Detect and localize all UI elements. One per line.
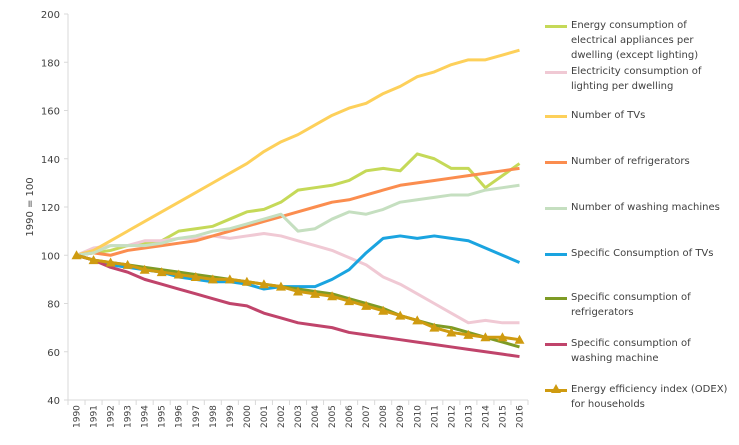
- data-point-marker: [327, 291, 338, 301]
- data-point-marker: [429, 322, 440, 332]
- data-point-marker: [310, 288, 321, 298]
- y-tick-label: 180: [41, 58, 60, 69]
- series-line: [76, 253, 520, 359]
- series-line: [76, 166, 520, 257]
- y-tick-label: 140: [41, 155, 60, 166]
- x-tick-label: 2003: [294, 405, 304, 428]
- x-tick-label: 2012: [447, 405, 457, 428]
- data-point-marker: [122, 259, 133, 269]
- y-tick-label: 60: [47, 348, 60, 359]
- legend-item: Number of TVs: [545, 108, 735, 123]
- x-tick-label: 2001: [260, 405, 270, 428]
- data-point-marker: [241, 276, 252, 286]
- x-tick-label: 1999: [226, 405, 236, 428]
- legend-label: Energy efficiency index (ODEX) for house…: [571, 384, 728, 410]
- legend-item: Specific consumption of refrigerators: [545, 290, 735, 320]
- x-tick-label: 2007: [362, 405, 372, 428]
- legend-item: Specific consumption of washing machine: [545, 336, 735, 366]
- legend-swatch: [545, 207, 567, 210]
- x-tick-label: 2010: [413, 405, 423, 428]
- x-tick-label: 1991: [90, 405, 100, 428]
- x-tick-label: 2013: [464, 405, 474, 428]
- data-point-marker: [412, 315, 423, 325]
- x-tick-label: 1997: [192, 405, 202, 428]
- data-point-marker: [514, 334, 525, 344]
- data-point-marker: [293, 286, 303, 296]
- legend-label: Number of refrigerators: [571, 156, 690, 167]
- legend-item: Electricity consumption of lighting per …: [545, 64, 735, 94]
- data-point-marker: [463, 329, 474, 339]
- data-point-marker: [224, 274, 235, 284]
- x-tick-label: 2015: [498, 405, 508, 428]
- legend-swatch: [545, 115, 567, 118]
- legend-label: Electricity consumption of lighting per …: [571, 66, 702, 92]
- x-tick-label: 2016: [515, 405, 525, 428]
- x-tick-label: 1993: [124, 405, 134, 428]
- legend-label: Specific consumption of refrigerators: [571, 292, 691, 318]
- legend-label: Specific Consumption of TVs: [571, 248, 714, 259]
- legend-swatch: [545, 343, 567, 346]
- data-point-marker: [480, 332, 491, 342]
- y-tick-label: 120: [41, 203, 60, 214]
- x-tick-label: 1990: [73, 405, 83, 428]
- x-tick-label: 1994: [141, 405, 151, 428]
- legend-swatch: [545, 71, 567, 74]
- x-tick-label: 2004: [311, 405, 321, 428]
- legend-item: Energy efficiency index (ODEX) for house…: [545, 382, 735, 412]
- data-point-marker: [258, 279, 269, 289]
- data-point-marker: [190, 271, 201, 281]
- data-point-marker: [344, 296, 355, 306]
- x-tick-label: 2011: [430, 405, 440, 428]
- x-tick-label: 1996: [175, 405, 185, 428]
- legend-swatch: [545, 25, 567, 28]
- x-tick-label: 2005: [328, 405, 338, 428]
- legend-label: Energy consumption of electrical applian…: [571, 20, 699, 61]
- data-point-marker: [156, 267, 167, 277]
- x-tick-label: 1995: [158, 405, 168, 428]
- data-point-marker: [173, 269, 184, 279]
- data-point-marker: [361, 300, 372, 310]
- y-tick-label: 80: [47, 300, 60, 311]
- legend-item: Number of washing machines: [545, 200, 735, 215]
- legend-swatch: [545, 161, 567, 164]
- data-point-marker: [275, 281, 286, 291]
- y-tick-label: 160: [41, 107, 60, 118]
- x-tick-label: 1998: [209, 405, 219, 428]
- legend-swatch: [545, 253, 567, 256]
- x-tick-label: 2002: [277, 405, 287, 428]
- series-line: [76, 48, 520, 257]
- legend-swatch: [545, 297, 567, 300]
- legend-item: Energy consumption of electrical applian…: [545, 18, 735, 63]
- y-tick-label: 100: [41, 251, 60, 262]
- data-point-marker: [207, 274, 218, 284]
- data-point-marker: [378, 305, 389, 315]
- x-tick-label: 2000: [243, 405, 253, 428]
- y-tick-label: 200: [41, 10, 60, 21]
- legend-label: Number of TVs: [571, 110, 646, 121]
- series-line: [76, 152, 521, 257]
- data-point-marker: [446, 327, 457, 337]
- data-point-marker: [497, 332, 508, 342]
- x-tick-label: 2008: [379, 405, 389, 428]
- y-axis-label: 1990 = 100: [25, 177, 36, 236]
- data-point-marker: [71, 250, 82, 260]
- data-point-marker: [88, 255, 99, 265]
- legend-swatch: [545, 384, 567, 393]
- x-tick-label: 2014: [481, 405, 491, 428]
- data-point-marker: [105, 257, 116, 267]
- x-tick-label: 1992: [107, 405, 117, 428]
- data-point-marker: [395, 310, 406, 320]
- x-tick-label: 2009: [396, 405, 406, 428]
- series-line: [75, 232, 520, 325]
- y-tick-label: 40: [47, 396, 60, 407]
- series-line: [76, 183, 520, 257]
- data-point-marker: [139, 264, 150, 274]
- legend-item: Number of refrigerators: [545, 154, 735, 169]
- legend-label: Number of washing machines: [571, 202, 720, 213]
- legend-item: Specific Consumption of TVs: [545, 246, 735, 261]
- legend-label: Specific consumption of washing machine: [571, 338, 691, 364]
- x-tick-label: 2006: [345, 405, 355, 428]
